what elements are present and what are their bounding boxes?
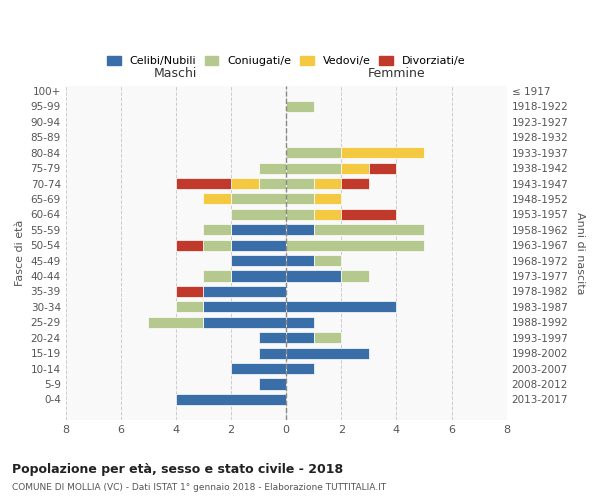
Bar: [203, 194, 231, 204]
Bar: [286, 363, 314, 374]
Bar: [231, 209, 286, 220]
Text: Femmine: Femmine: [368, 67, 425, 80]
Bar: [203, 316, 286, 328]
Bar: [286, 162, 341, 173]
Bar: [259, 162, 286, 173]
Bar: [286, 332, 314, 344]
Bar: [286, 302, 397, 312]
Bar: [231, 363, 286, 374]
Bar: [259, 178, 286, 189]
Text: COMUNE DI MOLLIA (VC) - Dati ISTAT 1° gennaio 2018 - Elaborazione TUTTITALIA.IT: COMUNE DI MOLLIA (VC) - Dati ISTAT 1° ge…: [12, 482, 386, 492]
Bar: [286, 348, 369, 358]
Bar: [286, 240, 424, 250]
Y-axis label: Fasce di età: Fasce di età: [15, 220, 25, 286]
Bar: [259, 378, 286, 390]
Y-axis label: Anni di nascita: Anni di nascita: [575, 212, 585, 294]
Bar: [369, 162, 397, 173]
Bar: [286, 101, 314, 112]
Bar: [286, 209, 314, 220]
Bar: [286, 316, 314, 328]
Bar: [231, 224, 286, 235]
Bar: [148, 316, 203, 328]
Bar: [341, 270, 369, 281]
Bar: [314, 332, 341, 344]
Bar: [176, 394, 286, 405]
Bar: [176, 240, 203, 250]
Bar: [176, 286, 203, 297]
Bar: [203, 240, 231, 250]
Bar: [231, 178, 259, 189]
Legend: Celibi/Nubili, Coniugati/e, Vedovi/e, Divorziati/e: Celibi/Nubili, Coniugati/e, Vedovi/e, Di…: [103, 51, 469, 70]
Bar: [314, 224, 424, 235]
Text: Maschi: Maschi: [154, 67, 197, 80]
Bar: [203, 302, 286, 312]
Bar: [259, 348, 286, 358]
Bar: [231, 270, 286, 281]
Bar: [286, 270, 341, 281]
Text: Popolazione per età, sesso e stato civile - 2018: Popolazione per età, sesso e stato civil…: [12, 462, 343, 475]
Bar: [286, 178, 314, 189]
Bar: [231, 194, 286, 204]
Bar: [231, 255, 286, 266]
Bar: [314, 209, 341, 220]
Bar: [231, 240, 286, 250]
Bar: [176, 302, 203, 312]
Bar: [314, 178, 341, 189]
Bar: [286, 147, 341, 158]
Bar: [176, 178, 231, 189]
Bar: [203, 270, 231, 281]
Bar: [286, 194, 314, 204]
Bar: [341, 162, 369, 173]
Bar: [341, 209, 397, 220]
Bar: [341, 178, 369, 189]
Bar: [203, 286, 286, 297]
Bar: [259, 332, 286, 344]
Bar: [341, 147, 424, 158]
Bar: [203, 224, 231, 235]
Bar: [314, 255, 341, 266]
Bar: [286, 224, 314, 235]
Bar: [314, 194, 341, 204]
Bar: [286, 255, 314, 266]
